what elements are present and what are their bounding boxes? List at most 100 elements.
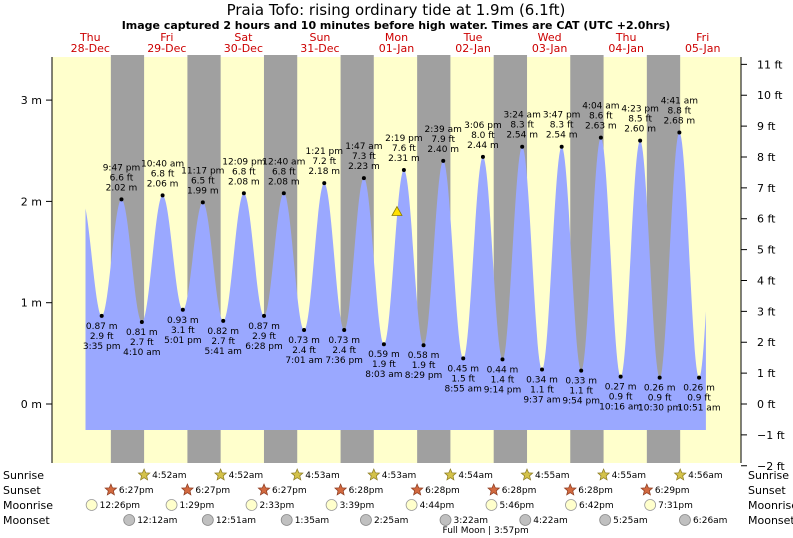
moonrise-event: 12:26pm bbox=[85, 499, 140, 511]
sunset-time: 6:28pm bbox=[502, 486, 537, 496]
moonrise-time: 7:31pm bbox=[658, 501, 693, 511]
tide-feet: 1.1 ft bbox=[569, 387, 593, 397]
tide-time: 3:06 pm bbox=[464, 121, 502, 131]
tide-dot bbox=[281, 191, 286, 196]
day-name: Wed bbox=[538, 31, 562, 44]
tide-time: 7:01 am bbox=[285, 356, 322, 366]
tide-feet: 0.9 ft bbox=[648, 394, 672, 404]
low-tide-point: 0.45 m1.5 ft8:55 am bbox=[445, 356, 482, 394]
sunset-time: 6:27pm bbox=[119, 486, 154, 496]
tide-time: 2:19 pm bbox=[385, 134, 423, 144]
tide-time: 4:23 pm bbox=[621, 105, 659, 115]
current-tide-marker bbox=[391, 205, 403, 216]
tide-feet: 2.4 ft bbox=[292, 346, 316, 356]
sunrise-event: 4:55am bbox=[597, 468, 646, 481]
sunset-star-icon bbox=[487, 483, 501, 496]
high-tide-point: 2:39 am7.9 ft2.40 m bbox=[425, 125, 462, 163]
moonrise-event: 3:39pm bbox=[325, 499, 374, 511]
sunset-event: 6:28pm bbox=[334, 483, 383, 496]
tide-dot bbox=[401, 167, 406, 172]
tide-time: 2:39 am bbox=[425, 125, 462, 135]
sunset-row-label-left: Sunset bbox=[3, 484, 41, 497]
tide-time: 9:37 am bbox=[523, 396, 560, 406]
left-tick-label: 2 m bbox=[21, 195, 42, 208]
day-name: Mon bbox=[385, 31, 408, 44]
low-tide-point: 0.87 m2.9 ft3:35 pm bbox=[83, 313, 120, 352]
day-name: Thu bbox=[79, 31, 101, 44]
moonrise-event: 6:42pm bbox=[565, 499, 614, 511]
low-tide-point: 0.73 m2.4 ft7:36 pm bbox=[325, 328, 363, 366]
tide-area bbox=[85, 132, 706, 430]
tide-time: 12:40 am bbox=[262, 157, 305, 167]
sunrise-time: 4:53am bbox=[382, 471, 417, 481]
day-name: Sun bbox=[309, 31, 330, 44]
sunset-star-icon bbox=[563, 483, 577, 496]
moonset-time: 3:22am bbox=[454, 516, 489, 526]
moonrise-row-label-right: Moonrise bbox=[748, 499, 793, 512]
moonset-event: 5:25am bbox=[599, 514, 648, 526]
day-date: 01-Jan bbox=[379, 42, 415, 55]
tide-dot bbox=[559, 144, 564, 149]
day-name: Thu bbox=[615, 31, 637, 44]
sunrise-event: 4:53am bbox=[367, 468, 417, 481]
sunset-row-label-right: Sunset bbox=[748, 484, 786, 497]
tide-metres: 0.87 m bbox=[86, 322, 118, 332]
right-tick-label: 5 ft bbox=[757, 244, 776, 257]
moonset-row-label-left: Moonset bbox=[3, 514, 50, 527]
tide-time: 7:36 pm bbox=[325, 356, 363, 366]
left-axis-metres: 0 m 1 m 2 m 3 m bbox=[21, 94, 52, 411]
low-tide-point: 0.33 m1.1 ft9:54 pm bbox=[562, 368, 600, 407]
tide-time: 4:10 am bbox=[123, 348, 160, 358]
high-tide-point: 9:47 pm6.6 ft2.02 m bbox=[103, 163, 140, 202]
moonrise-time: 5:46pm bbox=[499, 501, 534, 511]
tide-time: 1:47 am bbox=[345, 142, 382, 152]
moonset-event: 4:22am bbox=[519, 514, 568, 526]
moonset-event: 1:35am bbox=[280, 514, 330, 526]
tide-time: 11:17 pm bbox=[181, 166, 224, 176]
high-tide-point: 1:21 pm7.2 ft2.18 m bbox=[305, 147, 343, 186]
tide-dot bbox=[618, 374, 623, 379]
tide-feet: 6.6 ft bbox=[110, 173, 134, 183]
tide-feet: 6.8 ft bbox=[232, 167, 256, 177]
high-tide-point: 12:40 am6.8 ft2.08 m bbox=[262, 157, 305, 196]
tide-dot bbox=[598, 135, 603, 140]
tide-time: 8:55 am bbox=[445, 384, 482, 394]
tide-feet: 8.3 ft bbox=[550, 121, 574, 131]
low-tide-point: 0.59 m1.9 ft8:03 am bbox=[365, 342, 403, 380]
sunrise-time: 4:52am bbox=[229, 471, 264, 481]
tide-metres: 1.99 m bbox=[187, 186, 219, 196]
tide-feet: 7.2 ft bbox=[312, 157, 336, 167]
sunset-event: 6:29pm bbox=[640, 483, 690, 496]
tide-metres: 0.93 m bbox=[167, 316, 199, 326]
tide-time: 8:03 am bbox=[365, 370, 402, 380]
tide-metres: 2.60 m bbox=[624, 125, 656, 135]
full-moon-label: Full Moon | 3:57pm bbox=[443, 526, 529, 536]
sunset-event: 6:27pm bbox=[257, 483, 307, 496]
sunset-event: 6:28pm bbox=[487, 483, 537, 496]
tide-feet: 2.4 ft bbox=[332, 346, 356, 356]
sunset-time: 6:27pm bbox=[195, 486, 230, 496]
tide-dot bbox=[500, 357, 505, 362]
tide-time: 6:28 pm bbox=[245, 342, 283, 352]
moonrise-icon bbox=[325, 499, 338, 511]
moonset-event: 6:26am bbox=[679, 514, 727, 526]
tide-feet: 6.8 ft bbox=[151, 169, 175, 179]
high-tide-point: 12:09 pm6.8 ft2.08 m bbox=[222, 157, 266, 196]
tide-feet: 0.9 ft bbox=[609, 393, 633, 403]
tide-dot bbox=[421, 343, 426, 348]
tide-feet: 0.9 ft bbox=[687, 394, 711, 404]
tide-metres: 2.68 m bbox=[664, 117, 696, 127]
high-tide-point: 4:41 am8.8 ft2.68 m bbox=[661, 97, 698, 135]
moonrise-icon bbox=[165, 499, 178, 511]
right-tick-label: 3 ft bbox=[757, 305, 776, 318]
tide-dot bbox=[657, 375, 662, 380]
tide-metres: 2.31 m bbox=[388, 154, 420, 164]
tide-dot bbox=[361, 176, 366, 181]
day-date: 03-Jan bbox=[532, 42, 568, 55]
moonrise-time: 6:42pm bbox=[579, 501, 614, 511]
left-tick-label: 3 m bbox=[21, 94, 42, 107]
moonset-time: 1:35am bbox=[295, 516, 330, 526]
tide-feet: 8.0 ft bbox=[471, 131, 495, 141]
